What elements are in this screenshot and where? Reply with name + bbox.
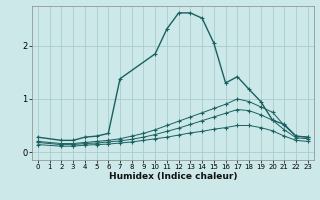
X-axis label: Humidex (Indice chaleur): Humidex (Indice chaleur) bbox=[108, 172, 237, 181]
